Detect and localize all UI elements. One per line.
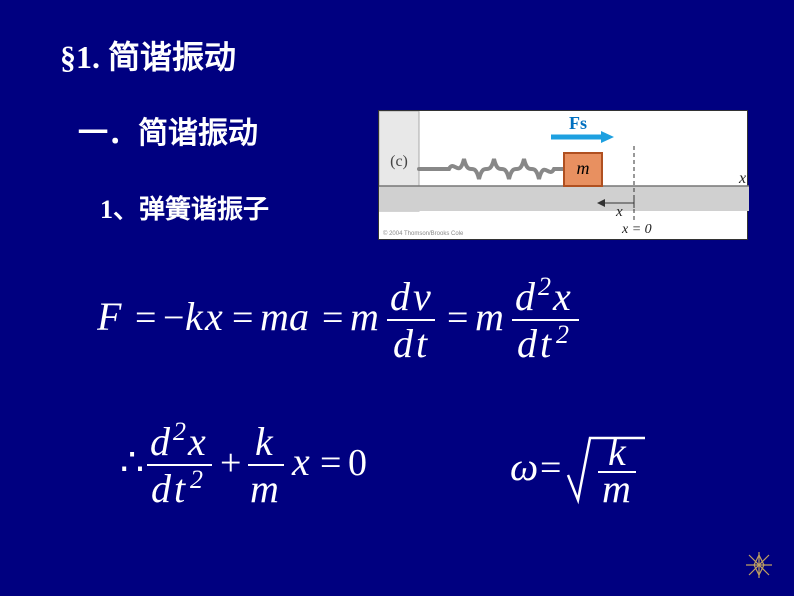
equation-newton: F = − k x = m a = m d v d t = m d 2 x d … xyxy=(97,275,627,365)
svg-text:(c): (c) xyxy=(390,153,408,170)
svg-text:d: d xyxy=(515,275,536,319)
section-subtitle: 一．简谐振动 xyxy=(78,108,258,152)
svg-text:x = 0: x = 0 xyxy=(621,222,652,237)
svg-text:x: x xyxy=(291,439,310,484)
svg-text:2: 2 xyxy=(538,275,551,301)
svg-text:m: m xyxy=(602,466,631,510)
svg-text:a: a xyxy=(289,294,309,339)
svg-text:x: x xyxy=(204,294,223,339)
svg-text:F: F xyxy=(97,294,122,339)
svg-text:+: + xyxy=(220,442,241,484)
svg-text:x: x xyxy=(187,420,206,464)
svg-text:t: t xyxy=(416,321,428,365)
svg-text:2: 2 xyxy=(190,465,203,494)
svg-text:Fs: Fs xyxy=(569,113,587,133)
svg-text:k: k xyxy=(185,294,204,339)
svg-text:−: − xyxy=(163,297,184,339)
svg-text:m: m xyxy=(577,158,590,178)
svg-text:2: 2 xyxy=(556,320,569,349)
svg-text:m: m xyxy=(260,294,289,339)
equation-ode: ∴ d 2 x d t 2 + k m x = 0 xyxy=(120,420,380,510)
svg-text:d: d xyxy=(517,321,538,365)
svg-text:d: d xyxy=(150,420,171,464)
svg-text:v: v xyxy=(413,275,431,319)
svg-text:m: m xyxy=(350,294,379,339)
svg-text:0: 0 xyxy=(348,442,367,484)
star-icon xyxy=(746,552,772,578)
svg-text:t: t xyxy=(174,466,186,510)
svg-text:x: x xyxy=(738,170,746,187)
svg-text:∴: ∴ xyxy=(120,442,144,484)
spring-mass-diagram: (c) m Fs x x x = 0 © 2004 Thomson/Brooks… xyxy=(378,110,748,240)
svg-text:=: = xyxy=(322,297,343,339)
svg-text:2: 2 xyxy=(173,420,186,446)
svg-text:x: x xyxy=(552,275,571,319)
svg-text:d: d xyxy=(393,321,414,365)
item-1: 1、弹簧谐振子 xyxy=(100,189,269,226)
page-title: §1. 简谐振动 xyxy=(60,32,236,78)
svg-text:=: = xyxy=(232,297,253,339)
svg-text:=: = xyxy=(447,297,468,339)
svg-text:ω: ω xyxy=(510,444,538,489)
svg-text:x: x xyxy=(615,204,623,220)
equation-omega: ω = k m xyxy=(510,430,650,510)
svg-text:t: t xyxy=(540,321,552,365)
svg-text:m: m xyxy=(250,466,279,510)
svg-text:=: = xyxy=(135,297,156,339)
svg-text:d: d xyxy=(151,466,172,510)
svg-text:=: = xyxy=(320,442,341,484)
svg-text:k: k xyxy=(255,420,274,464)
svg-text:d: d xyxy=(390,275,411,319)
diagram-copyright: © 2004 Thomson/Brooks Cole xyxy=(383,231,463,237)
svg-text:m: m xyxy=(475,294,504,339)
svg-text:=: = xyxy=(540,447,561,489)
